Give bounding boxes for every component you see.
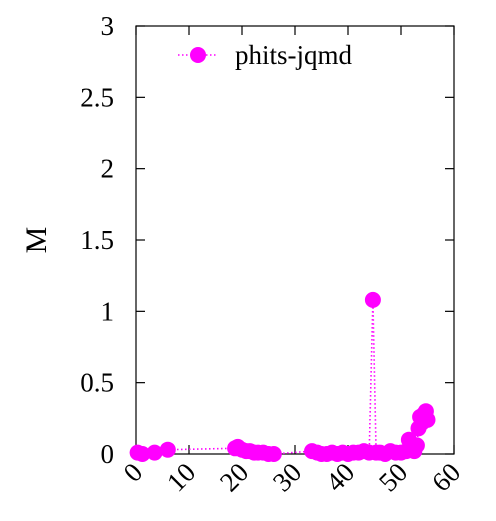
y-tick-label: 2 [101, 154, 115, 184]
data-point [408, 437, 425, 454]
x-tick-label: 20 [214, 457, 254, 497]
x-tick-label: 60 [426, 457, 466, 497]
data-point [159, 441, 176, 458]
data-point [419, 411, 436, 428]
data-point [146, 444, 163, 461]
data-point [364, 291, 381, 308]
data-point [134, 446, 151, 462]
y-tick-label: 0 [101, 439, 115, 469]
y-tick-label: 1.5 [80, 225, 114, 255]
y-tick-label: 3 [101, 11, 115, 41]
y-tick-label: 0.5 [80, 368, 114, 398]
x-tick-label: 30 [267, 457, 307, 497]
plot-frame [135, 25, 455, 455]
legend-marker [190, 47, 206, 63]
x-tick-label: 50 [373, 457, 413, 497]
series-layer [129, 291, 436, 462]
legend: phits-jqmd [178, 40, 353, 70]
y-axis: 0 0.5 1 1.5 2 2.5 3 [80, 11, 454, 469]
y-tick-label: 1 [101, 296, 115, 326]
legend-label: phits-jqmd [235, 40, 353, 70]
y-tick-label: 2.5 [80, 82, 114, 112]
x-tick-label: 10 [161, 457, 201, 497]
y-axis-label: M [20, 227, 53, 254]
x-tick-label: 40 [320, 457, 360, 497]
series-line [137, 299, 429, 455]
data-point [265, 446, 282, 462]
